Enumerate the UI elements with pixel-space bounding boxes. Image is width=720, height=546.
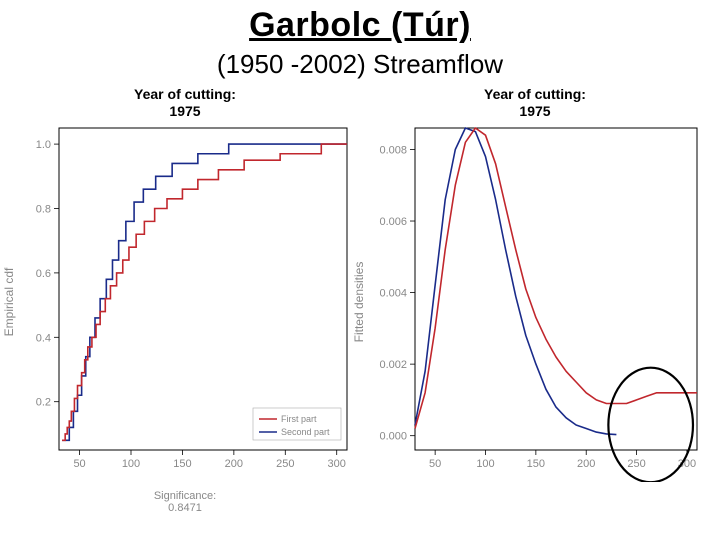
left-panel: Year of cutting: 1975 Empirical cdf 5010… (15, 86, 355, 514)
svg-text:100: 100 (476, 458, 494, 470)
svg-text:0.000: 0.000 (379, 430, 407, 442)
left-plot-area: Empirical cdf 501001502002503000.20.40.6… (15, 122, 355, 482)
left-panel-title: Year of cutting: 1975 (15, 86, 355, 120)
svg-text:0.002: 0.002 (379, 359, 407, 371)
svg-text:50: 50 (73, 458, 85, 470)
page-title: Garbolc (Túr) (0, 6, 720, 45)
svg-text:100: 100 (122, 458, 140, 470)
svg-text:150: 150 (173, 458, 191, 470)
svg-text:0.008: 0.008 (379, 144, 407, 156)
svg-text:250: 250 (276, 458, 294, 470)
left-chart-svg: 50 100 150 200 250 300 0.2 0.4 0.6 0.8 1.0 First pa… (15, 122, 355, 482)
svg-text:250: 250 (627, 458, 645, 470)
left-title-line1: Year of cutting: (134, 86, 236, 102)
svg-text:0.4: 0.4 (36, 332, 51, 344)
left-ylabel: Empirical cdf (2, 267, 16, 336)
svg-text:1.0: 1.0 (36, 139, 51, 151)
sig-value: 0.8471 (168, 502, 202, 514)
svg-text:300: 300 (328, 458, 346, 470)
svg-text:0.2: 0.2 (36, 396, 51, 408)
svg-text:0.8: 0.8 (36, 203, 51, 215)
left-significance: Significance: 0.8471 (15, 490, 355, 514)
svg-text:Second part: Second part (281, 427, 330, 437)
right-title-line1: Year of cutting: (484, 86, 586, 102)
svg-text:0.004: 0.004 (379, 287, 407, 299)
svg-text:200: 200 (577, 458, 595, 470)
svg-text:0.006: 0.006 (379, 216, 407, 228)
page-subtitle: (1950 -2002) Streamflow (0, 49, 720, 80)
right-chart-svg: 501001502002503000.0000.0020.0040.0060.0… (365, 122, 705, 482)
svg-text:0.6: 0.6 (36, 267, 51, 279)
svg-text:50: 50 (429, 458, 441, 470)
right-title-line2: 1975 (519, 103, 550, 119)
panels-row: Year of cutting: 1975 Empirical cdf 50 10… (0, 86, 720, 514)
right-panel: Year of cutting: 1975 Fitted densities 5… (365, 86, 705, 514)
left-title-line2: 1975 (169, 103, 200, 119)
svg-text:First part: First part (281, 414, 317, 424)
right-panel-title: Year of cutting: 1975 (365, 86, 705, 120)
right-plot-area: Fitted densities 501001502002503000.0000… (365, 122, 705, 482)
svg-text:150: 150 (527, 458, 545, 470)
svg-text:200: 200 (225, 458, 243, 470)
right-ylabel: Fitted densities (352, 261, 366, 342)
sig-label: Significance: (154, 490, 216, 502)
